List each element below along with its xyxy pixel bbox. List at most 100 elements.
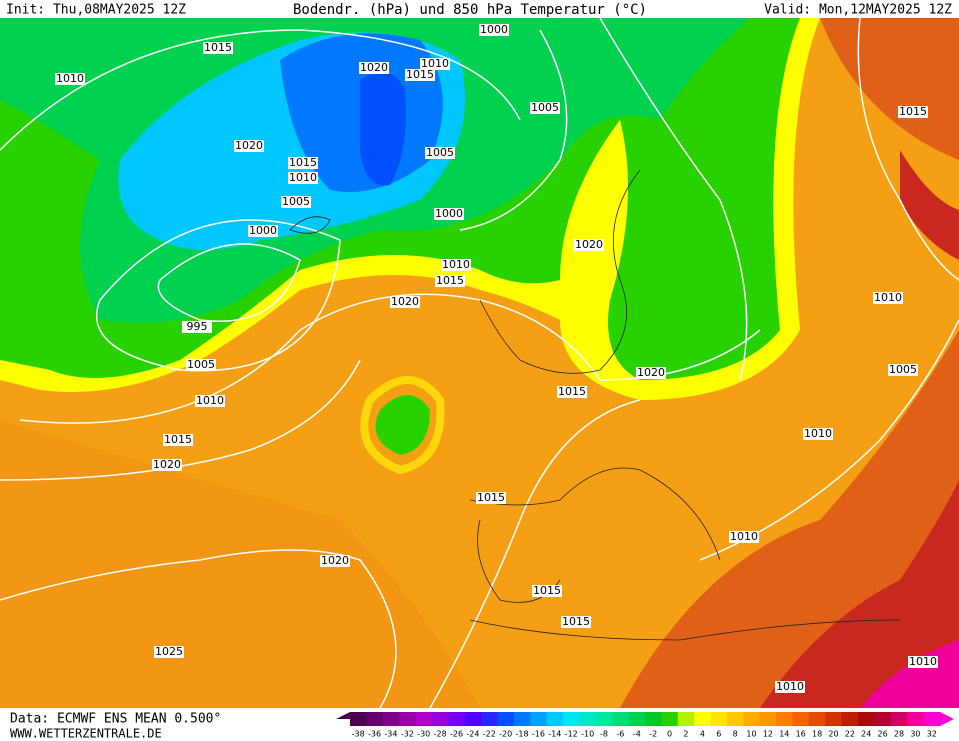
isobar-label: 1015 <box>558 385 586 398</box>
isobar-label: 1005 <box>889 363 917 376</box>
colorbar-tick-label: 30 <box>910 730 920 739</box>
colorbar-swatch <box>464 712 482 726</box>
colorbar-swatch <box>808 712 826 726</box>
colorbar-tick-label: 22 <box>845 730 855 739</box>
colorbar-tick-label: 32 <box>927 730 937 739</box>
colorbar-swatch <box>382 712 400 726</box>
isobar-label-bg <box>186 359 216 371</box>
site-url: WWW.WETTERZENTRALE.DE <box>10 727 162 741</box>
isobar-label-bg <box>803 428 833 440</box>
colorbar-tick-label: -8 <box>600 730 608 739</box>
colorbar-swatch <box>776 712 793 726</box>
isobar-label: 1010 <box>442 258 470 271</box>
colorbar-tick-label: 18 <box>812 730 822 739</box>
isobar-label: 1010 <box>909 655 937 668</box>
colorbar-tick-label: 28 <box>894 730 904 739</box>
colorbar-arrow-high <box>940 712 954 726</box>
isobar-label-bg <box>288 157 318 169</box>
isobar-label-bg <box>532 585 562 597</box>
colorbar-tick-label: -4 <box>633 730 641 739</box>
isobar-label: 1025 <box>155 645 183 658</box>
isobar-label: 1020 <box>360 61 388 74</box>
colorbar-swatch <box>579 712 597 726</box>
map-title: Bodendr. (hPa) und 850 hPa Temperatur (°… <box>293 2 647 18</box>
isobar-label-bg <box>234 140 264 152</box>
colorbar-tick-label: 12 <box>763 730 773 739</box>
data-source: Data: ECMWF ENS MEAN 0.500° <box>10 712 221 727</box>
isobar-label: 1010 <box>56 72 84 85</box>
colorbar-swatch <box>874 712 892 726</box>
colorbar-swatch <box>513 712 531 726</box>
isobar-label-bg <box>729 531 759 543</box>
colorbar-tick-label: -22 <box>483 730 496 739</box>
colorbar-tick-label: -2 <box>649 730 657 739</box>
isobar-label: 1010 <box>874 291 902 304</box>
valid-time: Valid: Mon,12MAY2025 12Z <box>764 3 952 18</box>
colorbar-tick-label: -18 <box>516 730 529 739</box>
isobar-label: 1015 <box>204 41 232 54</box>
colorbar-arrow-low <box>336 712 350 726</box>
colorbar-swatch <box>907 712 925 726</box>
isobar-label: 1005 <box>282 195 310 208</box>
colorbar-tick-label: 20 <box>828 730 838 739</box>
colorbar-tick-label: -10 <box>581 730 594 739</box>
colorbar-swatch <box>759 712 777 726</box>
colorbar-tick-label: 16 <box>796 730 806 739</box>
isobar-label: 1010 <box>730 530 758 543</box>
map <box>0 17 959 709</box>
colorbar-tick-label: -14 <box>548 730 561 739</box>
colorbar-tick-label: 0 <box>667 730 672 739</box>
colorbar-tick-label: -16 <box>532 730 545 739</box>
isobar-label-bg <box>154 646 184 658</box>
isobar-label-bg <box>479 24 509 36</box>
colorbar-tick-label: 14 <box>779 730 789 739</box>
colorbar-swatch <box>399 712 417 726</box>
isobar-label-bg <box>405 69 435 81</box>
isobar-label-bg <box>898 106 928 118</box>
colorbar-tick-label: 4 <box>700 730 705 739</box>
isobar-label-bg <box>636 367 666 379</box>
colorbar-swatch <box>415 712 433 726</box>
coastlines <box>289 169 901 641</box>
isobar-label: 1020 <box>153 458 181 471</box>
colorbar-tick-label: 2 <box>683 730 688 739</box>
colorbar-swatch <box>628 712 646 726</box>
colorbar-tick-label: -6 <box>616 730 624 739</box>
isobar-label-bg <box>561 616 591 628</box>
colorbar-tick-label: -34 <box>384 730 397 739</box>
isobar-label: 1010 <box>421 57 449 70</box>
isobar-label: 1010 <box>776 680 804 693</box>
isobar-label-bg <box>530 102 560 114</box>
isobar-label-bg <box>195 395 225 407</box>
colorbar-swatch <box>530 712 548 726</box>
isobar-label-bg <box>557 386 587 398</box>
isobar-label: 1020 <box>575 238 603 251</box>
colorbar-swatch <box>563 712 580 726</box>
colorbar-tick-label: -36 <box>368 730 381 739</box>
colorbar-swatch <box>645 712 662 726</box>
isobar-label-bg <box>288 172 318 184</box>
colorbar-swatch <box>858 712 875 726</box>
isobar-label: 1015 <box>562 615 590 628</box>
isobar-label-bg <box>425 147 455 159</box>
isobar-label-bg <box>420 58 450 70</box>
colorbar-swatch <box>710 712 728 726</box>
colorbar-swatch <box>595 712 613 726</box>
isobar-label-bg <box>182 321 212 333</box>
isobar-label: 1015 <box>899 105 927 118</box>
colorbar-swatch <box>825 712 843 726</box>
colorbar-tick-label: -26 <box>450 730 463 739</box>
isobar-label-bg <box>476 492 506 504</box>
isobar-label: 1020 <box>637 366 665 379</box>
colorbar-swatch <box>890 712 908 726</box>
colorbar-swatch <box>546 712 564 726</box>
colorbar-tick-label: 26 <box>878 730 888 739</box>
colorbar-tick-label: -28 <box>434 730 447 739</box>
isobar-label: 1015 <box>436 274 464 287</box>
isobar-label-bg <box>203 42 233 54</box>
colorbar-swatch <box>612 712 630 726</box>
isobar-label: 1000 <box>249 224 277 237</box>
isobar-label: 1015 <box>406 68 434 81</box>
isobar-label-bg <box>248 225 278 237</box>
